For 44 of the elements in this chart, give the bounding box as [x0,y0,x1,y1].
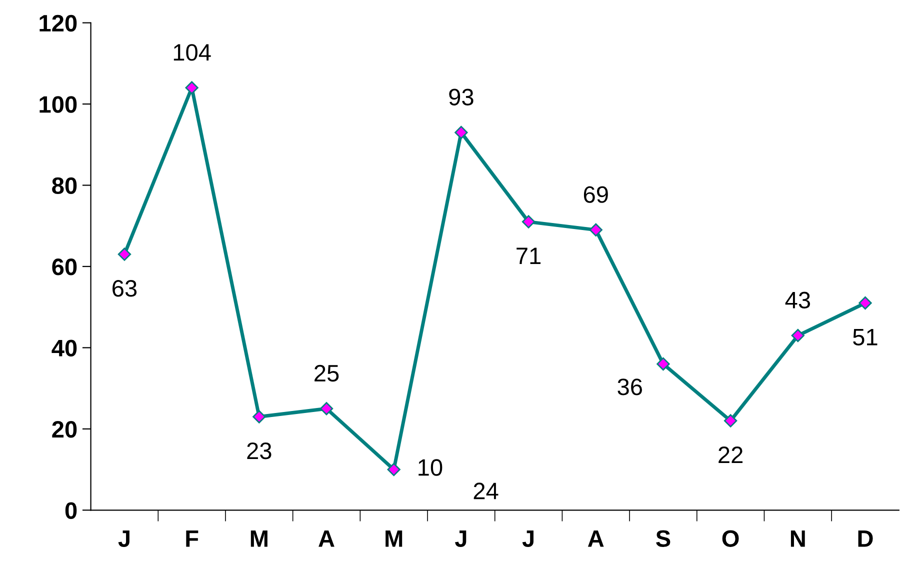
x-tick-label: A [588,530,604,547]
x-tick-label: N [790,530,805,547]
data-label: 51 [853,329,878,346]
data-label: 104 [174,44,211,61]
point [589,223,602,237]
point [858,296,872,310]
point [724,414,738,428]
data-label: 63 [112,280,137,297]
point [387,462,400,476]
x-tick-label: J [522,530,534,547]
data-label: 10 [418,459,442,476]
x-tick-label: F [186,530,198,547]
x-tick-label: A [318,530,334,547]
data-label: 71 [516,248,541,264]
data-label: 25 [314,364,339,382]
x-tick-label: O [722,530,739,547]
data-label: 22 [718,446,743,464]
point [454,126,468,140]
y-tick-label: 20 [52,420,77,438]
point [791,328,804,342]
y-tick-label: 100 [40,96,77,113]
annotation: 24 [474,482,498,500]
data-label: 69 [584,186,608,203]
x-tick-label: S [656,530,670,547]
x-tick-label: M [250,530,268,547]
data-label: 36 [618,378,642,396]
y-tick-label: 80 [52,177,77,194]
point [185,81,198,94]
y-tick-label: 120 [40,14,77,32]
point [320,402,334,416]
x-tick-label: J [454,530,466,547]
x-tick-label: M [386,530,402,547]
point [656,357,670,371]
point [252,410,266,424]
y-tick-label: 0 [65,502,77,519]
data-label: 23 [247,442,272,460]
data-label: 43 [785,292,810,309]
point [118,248,132,261]
x-tick-label: J [118,530,130,547]
data-label: 93 [449,88,474,106]
x-tick-label: D [858,530,873,547]
y-tick-label: 40 [52,340,77,356]
y-tick-label: 60 [52,258,77,276]
point [522,215,536,228]
